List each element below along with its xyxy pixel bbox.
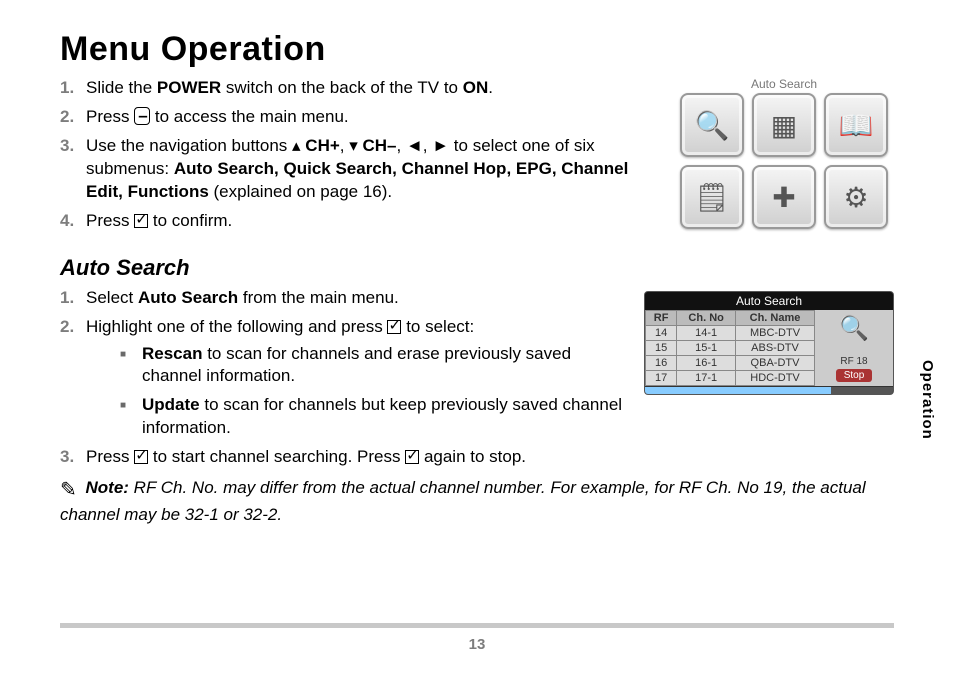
menu-tile: ▦ <box>752 93 816 157</box>
table-body: 1414-1MBC-DTV1515-1ABS-DTV1616-1QBA-DTV1… <box>646 325 815 385</box>
menu-tile: 📖 <box>824 93 888 157</box>
table-row: 1414-1MBC-DTV <box>646 325 815 340</box>
step-2: Press to access the main menu. <box>60 106 654 129</box>
table-header-row: RFCh. NoCh. Name <box>646 310 815 325</box>
up-icon: ▴ <box>292 136 305 155</box>
section-tab: Operation <box>919 360 936 440</box>
bullet-rescan: Rescan to scan for channels and erase pr… <box>120 343 624 389</box>
down-icon: ▾ <box>349 136 362 155</box>
auto-search-steps: Select Auto Search from the main menu. H… <box>60 287 624 441</box>
icon-grid: 🔍▦📖 🗒✚⚙ <box>674 93 894 229</box>
auto-step-1: Select Auto Search from the main menu. <box>60 287 624 310</box>
footer-rule <box>60 623 894 628</box>
channel-table: RFCh. NoCh. Name 1414-1MBC-DTV1515-1ABS-… <box>645 310 815 386</box>
confirm-icon <box>405 450 419 464</box>
menu-tile: ✚ <box>752 165 816 229</box>
auto-search-steps-cont: Press to start channel searching. Press … <box>60 446 894 469</box>
page-footer: 13 <box>60 623 894 653</box>
confirm-icon <box>387 320 401 334</box>
step-1: Slide the POWER switch on the back of th… <box>60 77 654 100</box>
table-row: 1515-1ABS-DTV <box>646 340 815 355</box>
menu-grid-illustration: Auto Search 🔍▦📖🗒✚⚙ <box>674 77 894 229</box>
confirm-icon <box>134 214 148 228</box>
rf-label: RF 18 <box>840 356 867 367</box>
note-icon: ✎ <box>60 477 77 504</box>
auto-search-heading: Auto Search <box>60 255 894 281</box>
auto-step-3: Press to start channel searching. Press … <box>60 446 894 469</box>
menu-tile: 🗒 <box>680 165 744 229</box>
right-icon: ► <box>432 136 449 155</box>
page-number: 13 <box>60 636 894 653</box>
search-icon: 🔍 <box>839 314 869 343</box>
auto-search-table-illustration: Auto Search RFCh. NoCh. Name 1414-1MBC-D… <box>644 291 894 395</box>
main-steps: Slide the POWER switch on the back of th… <box>60 77 654 233</box>
auto-bullets: Rescan to scan for channels and erase pr… <box>120 343 624 441</box>
confirm-icon <box>134 450 148 464</box>
progress-bar <box>645 386 893 394</box>
stop-button[interactable]: Stop <box>836 369 873 382</box>
left-icon: ◄ <box>406 136 423 155</box>
note: ✎ Note: RF Ch. No. may differ from the a… <box>60 477 894 527</box>
table-row: 1717-1HDC-DTV <box>646 370 815 385</box>
bullet-update: Update to scan for channels but keep pre… <box>120 394 624 440</box>
menu-tile: ⚙ <box>824 165 888 229</box>
step-4: Press to confirm. <box>60 210 654 233</box>
step-3: Use the navigation buttons ▴ CH+, ▾ CH–,… <box>60 135 654 204</box>
page-title: Menu Operation <box>60 30 894 69</box>
menu-tile: 🔍 <box>680 93 744 157</box>
table-row: 1616-1QBA-DTV <box>646 355 815 370</box>
menu-button-icon <box>134 107 150 125</box>
auto-step-2: Highlight one of the following and press… <box>60 316 624 441</box>
